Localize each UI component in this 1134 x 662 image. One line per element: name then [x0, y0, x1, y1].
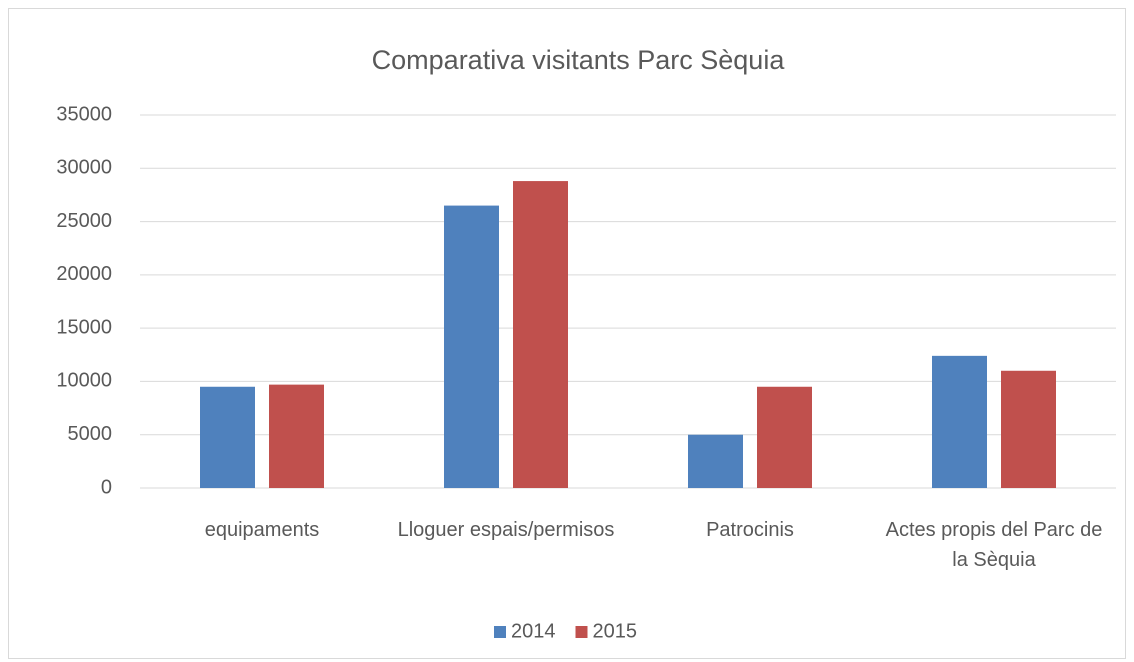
bar — [932, 355, 987, 488]
x-tick-label: Lloguer espais/permisos — [397, 519, 615, 541]
bar — [513, 181, 568, 488]
y-tick-label: 35000 — [56, 103, 112, 125]
legend-label: 2015 — [593, 620, 638, 642]
chart-title: Comparativa visitants Parc Sèquia — [372, 45, 786, 75]
y-tick-label: 10000 — [56, 370, 112, 392]
bar — [757, 386, 812, 488]
legend-swatch — [575, 626, 588, 638]
y-tick-label: 0 — [101, 476, 112, 498]
y-tick-label: 25000 — [56, 210, 112, 232]
x-tick-label: Actes propis del Parc de la Sèquia — [885, 519, 1103, 571]
bar — [688, 434, 743, 488]
bar — [1001, 370, 1056, 488]
legend-swatch — [494, 626, 506, 638]
x-tick-label: equipaments — [204, 519, 320, 541]
bar — [444, 205, 499, 489]
x-tick-label: Patrocinis — [706, 519, 794, 541]
y-tick-label: 15000 — [56, 316, 112, 338]
y-tick-label: 5000 — [68, 423, 113, 445]
bar — [200, 386, 255, 488]
y-tick-label: 20000 — [56, 263, 112, 285]
y-tick-label: 30000 — [56, 157, 112, 179]
legend-label: 2014 — [511, 620, 556, 642]
bar — [269, 384, 324, 488]
